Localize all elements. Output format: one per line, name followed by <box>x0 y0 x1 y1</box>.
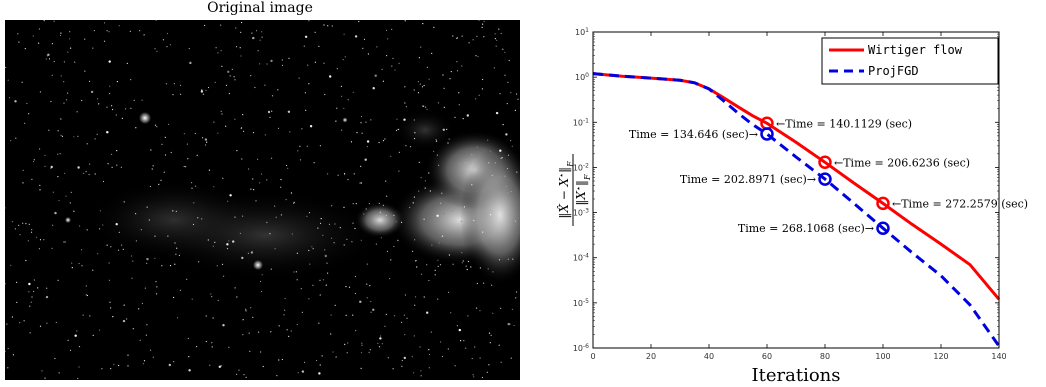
y-tick-label: 100 <box>575 72 589 83</box>
series-line-wirtiger-flow <box>592 72 1001 301</box>
time-annotation: Time = 268.1068 (sec)→ <box>738 222 874 235</box>
series-lines <box>592 72 1001 347</box>
legend-label-wirtiger: Wirtiger flow <box>868 43 963 57</box>
x-tick-label: 80 <box>820 352 830 361</box>
y-tick-label: 10-2 <box>573 162 589 173</box>
y-tick-label: 10-4 <box>573 252 589 263</box>
time-annotation: ←Time = 272.2579 (sec) <box>892 197 1028 210</box>
y-tick-label: 101 <box>575 27 589 38</box>
x-tick-label: 40 <box>704 352 714 361</box>
time-annotation: Time = 134.646 (sec)→ <box>629 128 758 141</box>
svg-text:‖X⋆‖F: ‖X⋆‖F <box>574 174 592 206</box>
x-tick-label: 20 <box>646 352 656 361</box>
x-tick-label: 120 <box>933 352 948 361</box>
legend-box <box>821 37 999 85</box>
x-tick-label: 140 <box>991 352 1006 361</box>
time-marker <box>876 221 890 235</box>
x-axis-label: Iterations <box>752 365 841 386</box>
series-line-projfgd <box>592 72 1001 347</box>
svg-text:‖X̂ − X⋆‖F: ‖X̂ − X⋆‖F <box>556 161 575 219</box>
y-axis-label: ‖X̂ − X⋆‖F ‖X⋆‖F <box>556 154 592 226</box>
y-tick-label: 10-6 <box>573 343 589 354</box>
axis-ticks: 0 20 40 60 80 100 120 140 10-6 10-5 10-4 10-3 10-2 10… <box>573 27 1007 362</box>
time-marker <box>818 155 832 170</box>
y-tick-label: 10-1 <box>573 117 589 128</box>
legend-label-projfgd: ProjFGD <box>868 64 919 78</box>
x-tick-label: 0 <box>590 352 595 361</box>
time-marker <box>818 172 832 186</box>
legend: Wirtiger flow ProjFGD <box>821 37 999 85</box>
x-tick-label: 100 <box>875 352 890 361</box>
y-tick-label: 10-5 <box>573 297 589 308</box>
x-tick-label: 60 <box>762 352 772 361</box>
time-marker <box>760 127 774 141</box>
time-marker <box>876 196 890 211</box>
image-title: Original image <box>207 0 313 16</box>
time-annotation: Time = 202.8971 (sec)→ <box>680 173 816 186</box>
time-markers: ←Time = 140.1129 (sec) ←Time = 206.6236 (… <box>629 116 1028 235</box>
plot-frame <box>592 31 1000 349</box>
star-field-image <box>5 20 520 380</box>
time-annotation: ←Time = 206.6236 (sec) <box>834 156 970 169</box>
y-tick-label: 10-3 <box>573 207 589 218</box>
time-annotation: ←Time = 140.1129 (sec) <box>776 117 912 130</box>
